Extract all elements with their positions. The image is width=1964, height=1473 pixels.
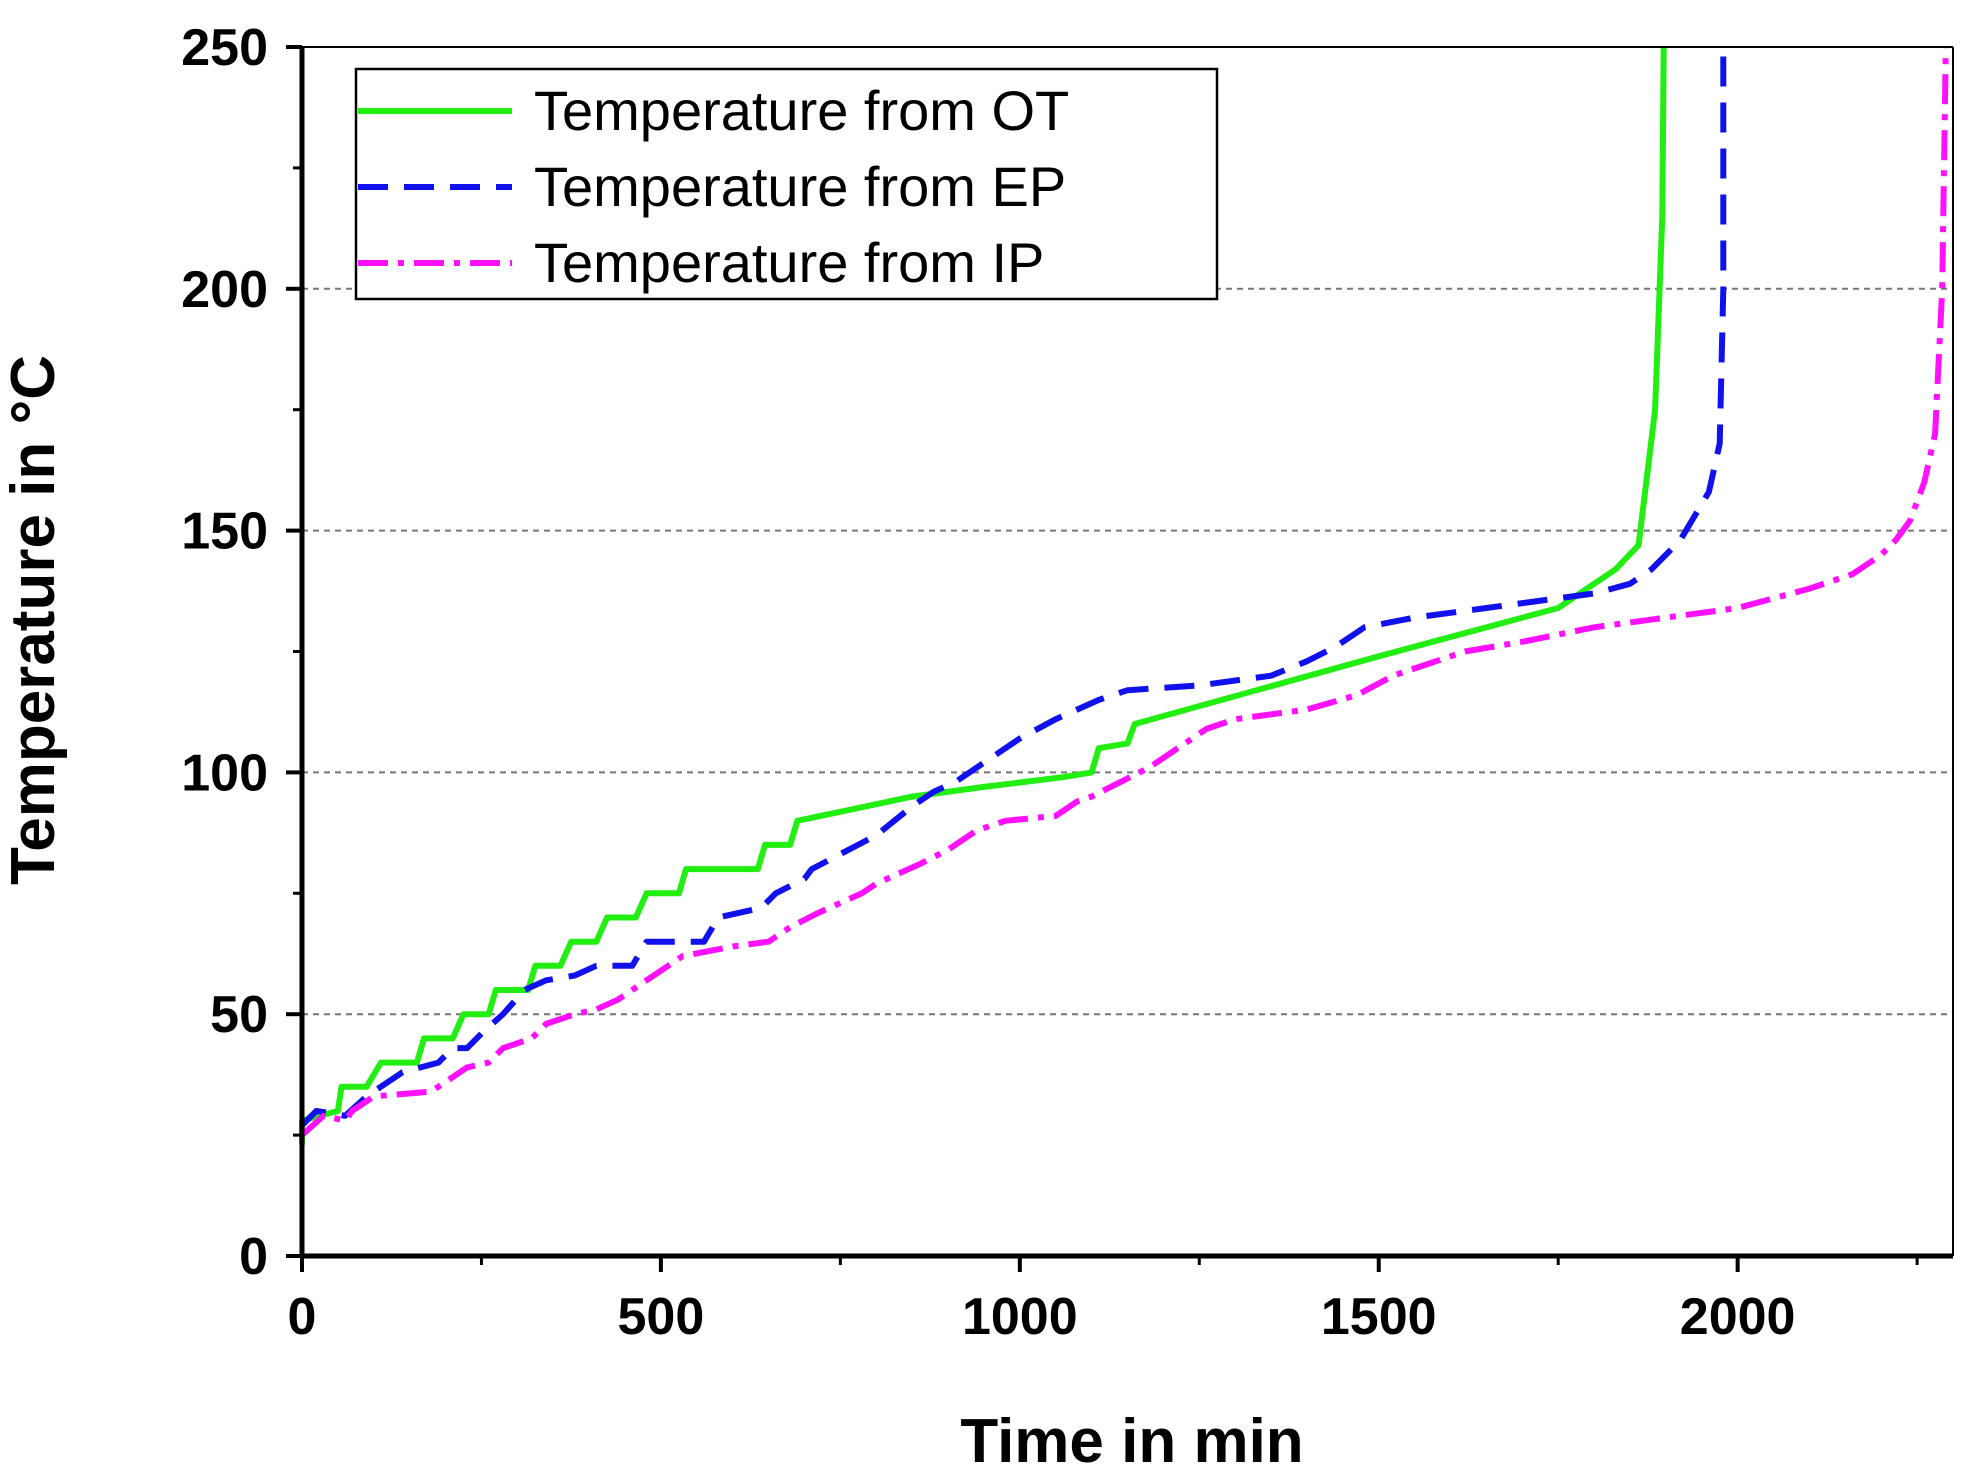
series-line-0 — [299, 46, 1667, 1145]
y-tick-label: 100 — [181, 744, 268, 802]
tick-marks — [286, 45, 1919, 1272]
series-line-1 — [299, 47, 1727, 1128]
x-tick-label: 1500 — [1321, 1288, 1437, 1346]
x-tick-label: 2000 — [1680, 1288, 1796, 1346]
tick-labels: 0 500 1000 1500 2000 0 50 100 150 200 250 — [181, 19, 1795, 1346]
x-tick-label: 500 — [618, 1288, 705, 1346]
legend: Temperature from OT Temperature from EP … — [354, 67, 1219, 301]
series-group — [299, 46, 1949, 1145]
legend-label-ep: Temperature from EP — [534, 155, 1066, 218]
y-tick-label: 50 — [210, 986, 268, 1044]
y-tick-label: 0 — [239, 1228, 268, 1286]
x-axis-title: Time in min — [960, 1407, 1303, 1473]
x-tick-label: 1000 — [962, 1288, 1078, 1346]
y-tick-label: 250 — [181, 19, 268, 77]
series-line-2 — [299, 46, 1949, 1138]
y-tick-label: 200 — [181, 261, 268, 319]
legend-label-ip: Temperature from IP — [534, 231, 1044, 294]
x-tick-label: 0 — [288, 1288, 317, 1346]
gridlines — [302, 287, 1953, 1016]
y-axis-title: Temperature in °C — [0, 355, 68, 885]
y-tick-label: 150 — [181, 503, 268, 561]
legend-label-ot: Temperature from OT — [534, 79, 1069, 142]
